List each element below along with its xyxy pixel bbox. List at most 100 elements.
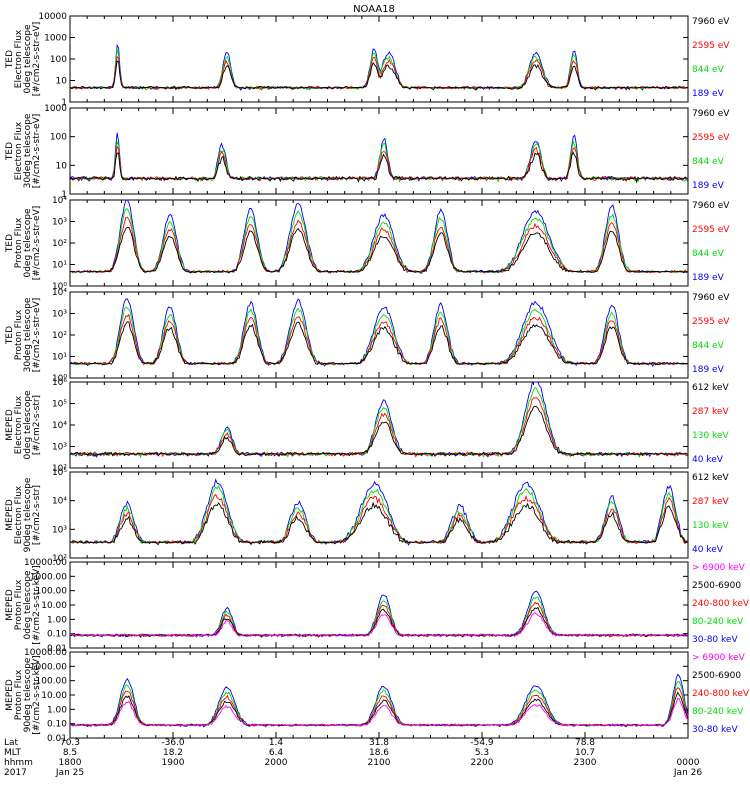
y-axis-label: 90deg telescope <box>23 477 33 552</box>
legend-green: 844 eV <box>692 341 725 351</box>
series-magenta-trace <box>69 698 689 728</box>
series-blue-trace <box>69 478 689 546</box>
y-tick-label: 100.00 <box>36 677 68 687</box>
series-black-trace <box>69 60 689 91</box>
legend-blue: 40 keV <box>692 455 724 465</box>
legend-red: 2595 eV <box>692 41 730 51</box>
y-axis-label: 0deg telescope <box>23 24 33 94</box>
x-tick-mlt: 18.2 <box>163 748 183 758</box>
series-red-trace <box>69 493 689 545</box>
y-axis-label: Electron Flux <box>14 395 24 454</box>
x-row-label: Lat <box>4 738 19 748</box>
legend-magenta: > 6900 keV <box>692 653 746 663</box>
y-axis-label: Electron Flux <box>14 485 24 544</box>
legend-red: 2595 eV <box>692 225 730 235</box>
y-axis-label: [#/cm2-s-str] <box>32 395 42 455</box>
series-magenta-trace <box>69 611 689 639</box>
x-tick-lat: -54.9 <box>470 738 494 748</box>
y-axis-label: Proton Flux <box>14 309 24 360</box>
series-blue-trace <box>69 590 689 638</box>
series-red-trace <box>69 145 689 183</box>
y-axis-label: [#/cm2-s-str-keV] <box>32 655 42 734</box>
series-blue-trace <box>69 43 689 91</box>
series-red-trace <box>69 313 689 366</box>
y-axis-label: [#/cm2-s-str-eV] <box>32 206 42 281</box>
legend-red: 2595 eV <box>692 133 730 143</box>
x-tick-mlt: 10.7 <box>575 748 595 758</box>
series-red-trace <box>69 55 689 91</box>
x-tick-date: Jan 26 <box>673 768 702 778</box>
series-black-trace <box>69 501 689 546</box>
legend-red: 287 keV <box>692 407 729 417</box>
y-tick-label: 10⁴ <box>52 196 67 206</box>
series-blue-trace <box>69 673 689 728</box>
legend-green: 844 eV <box>692 249 725 259</box>
y-axis-label: [#/cm2-s-str-eV] <box>32 22 42 97</box>
legend-black: 2500-6900 <box>692 581 741 591</box>
x-tick-hhmm: 1900 <box>162 758 185 768</box>
y-tick-label: 0.10 <box>47 720 67 730</box>
series-green-trace <box>69 48 689 91</box>
x-row-label: 2017 <box>4 768 27 778</box>
panel-4: 10⁰ 10¹ 10² 10³ 10⁴ TED Proton Flux 30deg teles… <box>5 288 730 384</box>
y-tick-label: 1 <box>61 98 67 108</box>
series-blue-trace <box>70 132 689 183</box>
y-tick-label: 10¹ <box>52 353 67 363</box>
legend-green: 844 eV <box>692 65 725 75</box>
y-axis-label: [#/cm2-s-str-eV] <box>32 298 42 373</box>
panel-2: 1 10 100 1000 TED Electron Flux 30deg telescop… <box>5 104 730 200</box>
y-tick-label: 10.00 <box>41 601 67 611</box>
y-tick-label: 10.00 <box>41 691 67 701</box>
y-axis-label: [#/cm2-s-str-keV] <box>32 565 42 644</box>
y-axis-label: [#/cm2-s-str-eV] <box>32 114 42 189</box>
x-tick-hhmm: 2300 <box>574 758 597 768</box>
y-tick-label: 100 <box>50 55 67 65</box>
y-tick-label: 10³ <box>52 218 67 228</box>
y-tick-label: 0.10 <box>47 630 67 640</box>
legend-green: 80-240 keV <box>692 617 744 627</box>
series-blue-trace <box>69 381 689 458</box>
x-tick-date: Jan 25 <box>55 768 84 778</box>
y-axis-label: 90deg telescope <box>23 657 33 732</box>
x-tick-lat: 78.8 <box>575 738 595 748</box>
y-axis-label: MEPED <box>5 679 15 711</box>
y-tick-label: 10⁰ <box>52 282 67 292</box>
legend-blue: 40 keV <box>692 545 724 555</box>
legend-green: 844 eV <box>692 157 725 167</box>
legend-black: 612 keV <box>692 473 729 483</box>
series-green-trace <box>69 140 689 183</box>
y-axis-label: [#/cm2-s-str] <box>32 485 42 545</box>
y-axis-label: TED <box>5 50 15 69</box>
series-green-trace <box>69 484 689 545</box>
y-tick-label: 10² <box>52 554 67 564</box>
x-row-label: MLT <box>4 748 22 758</box>
series-black-trace <box>69 321 689 366</box>
y-tick-label: 1000 <box>44 104 67 114</box>
x-tick-hhmm: 1800 <box>59 758 82 768</box>
series-green-trace <box>69 306 689 366</box>
y-axis-label: 30deg telescope <box>23 113 33 188</box>
y-axis-label: MEPED <box>5 409 15 441</box>
panel-frame <box>69 471 689 559</box>
y-tick-label: 10⁵ <box>52 468 67 478</box>
y-tick-label: 1000.00 <box>30 572 67 582</box>
x-tick-hhmm: 2200 <box>471 758 494 768</box>
x-tick-lat: -36.0 <box>161 738 185 748</box>
x-tick-lat: 1.4 <box>269 738 284 748</box>
y-axis-label: MEPED <box>5 499 15 531</box>
y-tick-label: 0.01 <box>47 644 67 654</box>
x-tick-mlt: 6.4 <box>269 748 284 758</box>
y-axis-label: Proton Flux <box>14 579 24 630</box>
y-tick-label: 10000.00 <box>24 558 67 568</box>
series-red-trace <box>69 687 689 727</box>
x-tick-hhmm: 2000 <box>265 758 288 768</box>
x-tick-hhmm: 2100 <box>368 758 391 768</box>
series-black-trace <box>69 405 689 458</box>
y-tick-label: 1 <box>61 190 67 200</box>
panel-frame <box>69 107 689 195</box>
x-tick-mlt: 8.5 <box>63 748 77 758</box>
legend-black: 7960 eV <box>692 293 730 303</box>
series-green-trace <box>69 681 689 727</box>
